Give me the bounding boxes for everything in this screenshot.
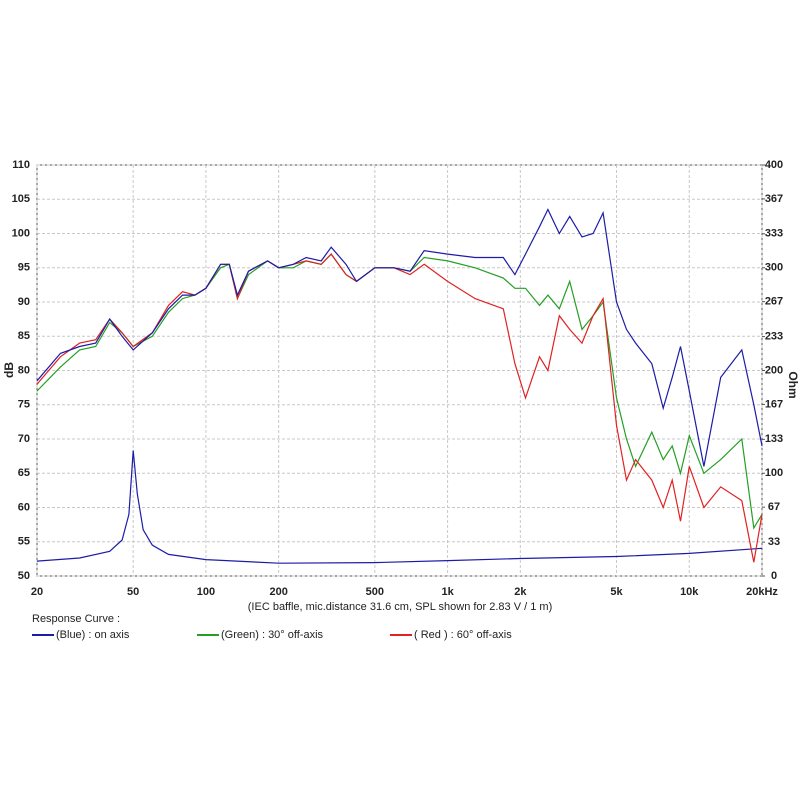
x-tick-label: 5k xyxy=(610,586,623,598)
y-axis-label: dB xyxy=(2,362,16,378)
y2-tick-label: 100 xyxy=(765,467,783,479)
x-tick-label: 20kHz xyxy=(746,586,778,598)
y2-tick-label: 0 xyxy=(771,570,777,582)
x-tick-label: 10k xyxy=(680,586,699,598)
y2-tick-label: 33 xyxy=(768,536,780,548)
y-tick-label: 85 xyxy=(18,330,30,342)
y2-tick-label: 333 xyxy=(765,228,783,240)
legend-label: (Blue) : on axis xyxy=(56,629,130,641)
y-tick-label: 65 xyxy=(18,467,30,479)
x-tick-label: 2k xyxy=(514,586,527,598)
y-tick-label: 100 xyxy=(12,227,30,239)
x-tick-label: 50 xyxy=(127,586,139,598)
y2-tick-label: 400 xyxy=(765,159,783,171)
impedance-line xyxy=(36,450,763,564)
x-tick-label: 1k xyxy=(441,586,454,598)
y-tick-label: 50 xyxy=(18,570,30,582)
x-tick-label: 20 xyxy=(31,586,43,598)
y2-tick-label: 367 xyxy=(765,193,783,205)
legend-title: Response Curve : xyxy=(32,613,120,625)
y2-tick-label: 200 xyxy=(765,364,783,376)
y2-tick-label: 267 xyxy=(765,296,783,308)
y-tick-label: 80 xyxy=(18,364,30,376)
x-tick-label: 500 xyxy=(366,586,384,598)
legend-label: (Green) : 30° off-axis xyxy=(221,629,324,641)
response-line xyxy=(36,253,763,563)
y2-tick-label: 67 xyxy=(768,501,780,513)
caption: (IEC baffle, mic.distance 31.6 cm, SPL s… xyxy=(248,601,552,613)
y-tick-label: 55 xyxy=(18,536,30,548)
response-line xyxy=(36,208,763,467)
y2-tick-label: 133 xyxy=(765,433,783,445)
y2-tick-label: 233 xyxy=(765,330,783,342)
legend-label: ( Red ) : 60° off-axis xyxy=(414,629,512,641)
y2-axis-label: Ohm xyxy=(786,371,800,398)
x-tick-label: 200 xyxy=(269,586,287,598)
y-tick-label: 95 xyxy=(18,262,30,274)
y-tick-label: 105 xyxy=(12,193,30,205)
x-tick-label: 100 xyxy=(197,586,215,598)
y2-tick-label: 167 xyxy=(765,398,783,410)
y-tick-label: 60 xyxy=(18,501,30,513)
y-tick-label: 110 xyxy=(12,159,30,171)
y-tick-label: 70 xyxy=(18,433,30,445)
y2-tick-label: 300 xyxy=(765,262,783,274)
y-tick-label: 75 xyxy=(18,399,30,411)
y-tick-label: 90 xyxy=(18,296,30,308)
